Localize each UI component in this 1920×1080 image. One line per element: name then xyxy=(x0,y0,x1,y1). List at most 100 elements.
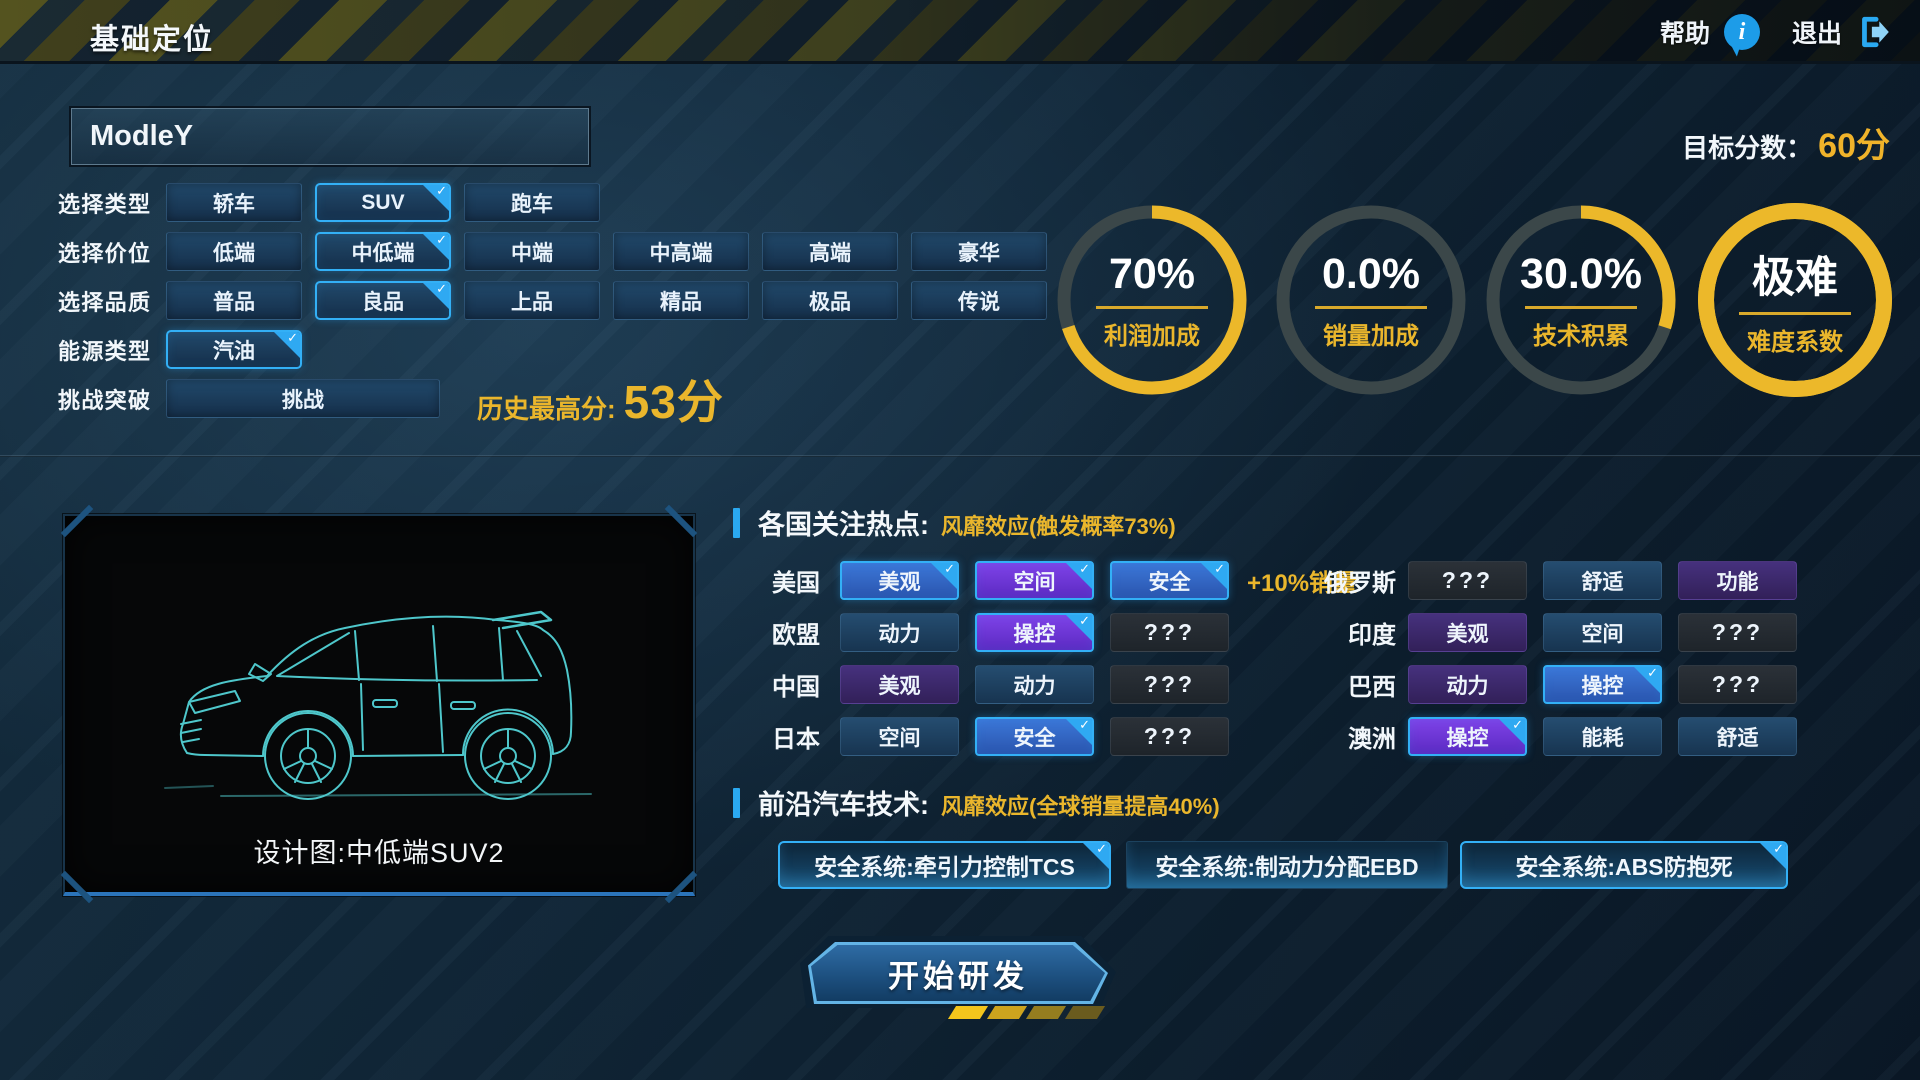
hotspot-option-unknown[interactable]: ??? xyxy=(1408,561,1527,600)
hotspot-option[interactable]: 安全 xyxy=(1110,561,1229,600)
exit-icon[interactable] xyxy=(1856,14,1892,50)
hotspot-option-unknown[interactable]: ??? xyxy=(1110,613,1229,652)
country-label: 日本 xyxy=(772,726,820,753)
history-score: 历史最高分: 53分 xyxy=(477,366,724,432)
option-high-end[interactable]: 高端 xyxy=(762,232,898,271)
start-button-chevrons xyxy=(947,1006,1106,1019)
hotspot-option[interactable]: 空间 xyxy=(1543,613,1662,652)
gauge-label: 利润加成 xyxy=(1104,322,1200,350)
page-title: 基础定位 xyxy=(90,24,215,56)
hotspot-option-unknown[interactable]: ??? xyxy=(1110,717,1229,756)
gauge-divider xyxy=(1315,305,1427,309)
target-score-value: 60分 xyxy=(1818,127,1890,165)
hotspot-option[interactable]: 操控 xyxy=(1543,665,1662,704)
hotspot-option-unknown[interactable]: ??? xyxy=(1110,665,1229,704)
hotspot-row-brazil: 巴西 动力 操控 ??? xyxy=(1288,665,1813,704)
hotspot-option-unknown[interactable]: ??? xyxy=(1678,613,1797,652)
chevron-mark xyxy=(1064,1006,1106,1019)
option-suv[interactable]: SUV xyxy=(315,183,451,222)
info-icon[interactable]: i xyxy=(1723,14,1760,50)
row-quality: 选择品质 普品 良品 上品 精品 极品 传说 xyxy=(58,281,1060,320)
start-development-button[interactable]: 开始研发 xyxy=(800,936,1116,1019)
challenge-button[interactable]: 挑战 xyxy=(166,379,440,418)
tech-option-ebd[interactable]: 安全系统:制动力分配EBD xyxy=(1126,841,1448,889)
hotspots-header: 各国关注热点: 风靡效应(触发概率73%) xyxy=(733,503,1176,542)
history-score-value: 53分 xyxy=(623,375,724,428)
hotspot-option[interactable]: 舒适 xyxy=(1678,717,1797,756)
row-type: 选择类型 轿车 SUV 跑车 xyxy=(58,183,1060,222)
tech-option-tcs[interactable]: 安全系统:牵引力控制TCS xyxy=(778,841,1111,889)
hotspot-option-unknown[interactable]: ??? xyxy=(1678,665,1797,704)
section-bar-icon xyxy=(733,507,740,538)
hotspot-option[interactable]: 美观 xyxy=(840,561,959,600)
option-superior[interactable]: 上品 xyxy=(464,281,600,320)
top-bar: 基础定位 帮助 i 退出 xyxy=(0,0,1920,64)
panel-corner-accent xyxy=(664,504,698,538)
exit-button[interactable]: 退出 xyxy=(1791,20,1842,48)
car-wireframe-image xyxy=(164,610,592,800)
panel-corner-accent xyxy=(60,870,94,904)
option-luxury[interactable]: 豪华 xyxy=(911,232,1047,271)
section-divider xyxy=(0,455,1920,457)
chevron-mark xyxy=(1025,1006,1067,1019)
option-sedan[interactable]: 轿车 xyxy=(166,183,302,222)
row-challenge-label: 挑战突破 xyxy=(58,387,150,413)
option-gasoline[interactable]: 汽油 xyxy=(166,330,302,369)
gauge-ring xyxy=(1276,205,1466,395)
hotspot-row-japan: 日本 空间 安全 ??? xyxy=(742,717,1245,756)
hotspot-option[interactable]: 动力 xyxy=(975,665,1094,704)
model-name-input[interactable] xyxy=(69,106,591,167)
target-score: 目标分数： 60分 xyxy=(1682,118,1890,167)
top-bar-actions: 帮助 i 退出 xyxy=(1660,0,1892,64)
gauge-label: 技术积累 xyxy=(1533,322,1629,350)
tech-option-abs[interactable]: 安全系统:ABS防抱死 xyxy=(1460,841,1788,889)
hotspot-option[interactable]: 能耗 xyxy=(1543,717,1662,756)
target-score-label: 目标分数： xyxy=(1682,133,1813,163)
row-energy-label: 能源类型 xyxy=(58,338,150,364)
sales-bonus-badge: +10%销量 xyxy=(1247,570,1358,597)
gauge-profit-bonus: 70% 利润加成 xyxy=(1049,197,1255,403)
gauge-value: 极难 xyxy=(1752,254,1838,302)
option-low-end[interactable]: 低端 xyxy=(166,232,302,271)
hotspot-option[interactable]: 空间 xyxy=(975,561,1094,600)
option-normal[interactable]: 普品 xyxy=(166,281,302,320)
hotspot-option[interactable]: 美观 xyxy=(840,665,959,704)
hotspot-option[interactable]: 操控 xyxy=(1408,717,1527,756)
hotspot-option[interactable]: 动力 xyxy=(840,613,959,652)
setup-rows: 选择类型 轿车 SUV 跑车 选择价位 低端 中低端 中端 中高端 高端 豪华 … xyxy=(58,183,1060,428)
tech-subtitle: 风靡效应(全球销量提高40%) xyxy=(941,794,1220,819)
country-label: 俄罗斯 xyxy=(1324,570,1396,597)
option-mid-low[interactable]: 中低端 xyxy=(315,232,451,271)
hotspot-option[interactable]: 动力 xyxy=(1408,665,1527,704)
row-quality-label: 选择品质 xyxy=(58,289,150,315)
hotspot-option[interactable]: 舒适 xyxy=(1543,561,1662,600)
start-button-label: 开始研发 xyxy=(888,958,1028,994)
hotspot-option[interactable]: 安全 xyxy=(975,717,1094,756)
hotspot-row-india: 印度 美观 空间 ??? xyxy=(1288,613,1813,652)
option-top[interactable]: 极品 xyxy=(762,281,898,320)
country-label: 欧盟 xyxy=(772,622,820,649)
chevron-mark xyxy=(986,1006,1028,1019)
help-button[interactable]: 帮助 xyxy=(1659,20,1710,48)
country-label: 印度 xyxy=(1348,622,1396,649)
option-legend[interactable]: 传说 xyxy=(911,281,1047,320)
gauge-divider xyxy=(1525,305,1637,309)
option-good[interactable]: 良品 xyxy=(315,281,451,320)
option-sportscar[interactable]: 跑车 xyxy=(464,183,600,222)
option-fine[interactable]: 精品 xyxy=(613,281,749,320)
gauge-label: 难度系数 xyxy=(1747,329,1843,356)
hotspot-row-russia: 俄罗斯 ??? 舒适 功能 xyxy=(1288,561,1813,600)
gauge-divider xyxy=(1096,305,1208,309)
hotspot-option[interactable]: 美观 xyxy=(1408,613,1527,652)
option-mid-high[interactable]: 中高端 xyxy=(613,232,749,271)
country-label: 澳洲 xyxy=(1348,726,1396,753)
row-challenge: 挑战突破 挑战 历史最高分: 53分 xyxy=(58,376,1060,428)
hotspots-title: 各国关注热点: xyxy=(758,510,929,540)
option-mid[interactable]: 中端 xyxy=(464,232,600,271)
tech-title: 前沿汽车技术: xyxy=(758,790,929,820)
hotspot-option[interactable]: 空间 xyxy=(840,717,959,756)
hotspot-option[interactable]: 操控 xyxy=(975,613,1094,652)
hotspot-option[interactable]: 功能 xyxy=(1678,561,1797,600)
hotspot-row-australia: 澳洲 操控 能耗 舒适 xyxy=(1288,717,1813,756)
